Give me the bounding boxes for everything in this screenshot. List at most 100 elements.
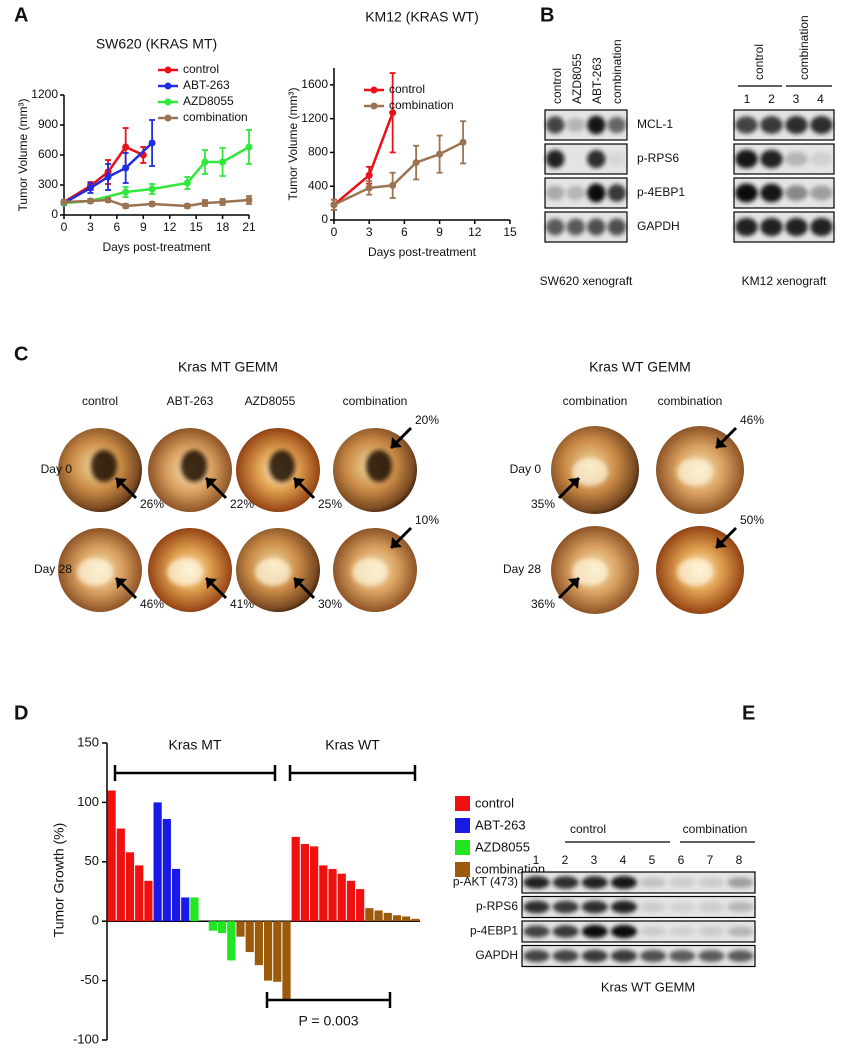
band [669,877,696,888]
y-tick-label: 0 [51,207,58,221]
column-label: AZD8055 [245,394,296,408]
point [86,184,94,192]
row-label: MCL-1 [637,117,673,131]
y-tick-label: 0 [321,212,328,226]
bar [282,921,291,1000]
lumen [181,450,207,482]
chart-title: SW620 (KRAS MT) [96,36,217,52]
band [639,877,667,888]
x-tick-label: 9 [140,220,147,234]
band [760,217,783,237]
y-tick-label: 150 [77,734,99,749]
column-label: ABT-263 [167,394,214,408]
group-title: Kras MT GEMM [178,359,278,375]
band [735,116,758,134]
bar [328,868,337,922]
point [122,164,130,172]
band [785,217,808,237]
row-label: Day 0 [510,462,542,476]
band [785,151,808,167]
band [523,876,550,889]
band [587,115,606,135]
band [546,185,565,201]
x-tick-label: 6 [114,220,121,234]
legend-label: AZD8055 [183,94,234,108]
line [63,145,250,205]
percent-label: 20% [415,413,439,427]
band [639,926,667,937]
point [201,158,209,166]
band [735,149,758,169]
band [727,926,754,937]
arrow-head [716,537,727,548]
lane-number: 3 [591,853,598,867]
point [219,158,227,166]
bar [144,880,153,922]
blot [521,920,756,943]
y-tick-label: 1200 [31,87,58,101]
panel-letter: B [540,4,554,26]
panel-letter: E [742,702,755,724]
x-tick-label: 3 [87,220,94,234]
band [566,117,585,133]
blot [521,944,756,968]
lumen [366,450,392,482]
lane-number: 7 [707,853,714,867]
lane-label: ABT-263 [590,57,604,104]
tumor [677,558,713,586]
y-tick-label: 100 [77,794,99,809]
legend-label: control [389,82,425,96]
bar [171,868,181,922]
lane-label: AZD8055 [570,53,584,104]
lane-number: 8 [736,853,743,867]
bar [374,910,383,922]
column-label: combination [343,394,408,408]
band [785,185,808,201]
point [183,179,191,187]
lumen [269,450,295,482]
band [546,149,565,169]
band [727,901,754,913]
row-label: p-4EBP1 [637,185,685,199]
point [122,143,130,151]
x-tick-label: 15 [503,225,517,239]
bar [245,921,254,953]
group-label: control [752,44,766,80]
row-label: Day 28 [34,562,72,576]
lane-label: control [550,68,564,104]
row-label: Day 0 [41,462,73,476]
percent-label: 26% [140,497,164,511]
band [587,150,606,168]
band [610,924,638,939]
bar [208,921,217,931]
bar [181,897,190,922]
percent-label: 41% [230,597,254,611]
row-label: GAPDH [637,219,680,233]
percent-label: 22% [230,497,254,511]
arrow-head [568,478,579,489]
caption: KM12 xenograft [742,274,827,288]
band [581,949,608,963]
y-axis-label: Tumor Volume (mm³) [286,88,300,201]
legend-label: control [475,795,514,810]
point [148,185,156,193]
point [245,143,253,151]
x-tick-label: 0 [331,225,338,239]
arrow-head [116,478,127,489]
bar [125,852,135,922]
x-tick-label: 21 [242,220,256,234]
point [365,171,373,179]
legend-label: combination [389,98,454,112]
band [546,116,565,134]
row-label: p-AKT (473) [453,875,518,889]
bar [227,921,236,961]
bar [383,912,392,922]
lane-label: combination [610,39,624,104]
blot [521,871,756,894]
y-axis-label: Tumor Growth (%) [51,823,67,938]
band [587,218,606,236]
y-tick-label: -50 [80,972,99,987]
point [365,184,373,192]
lane-number: 2 [562,853,569,867]
bar [337,873,346,922]
